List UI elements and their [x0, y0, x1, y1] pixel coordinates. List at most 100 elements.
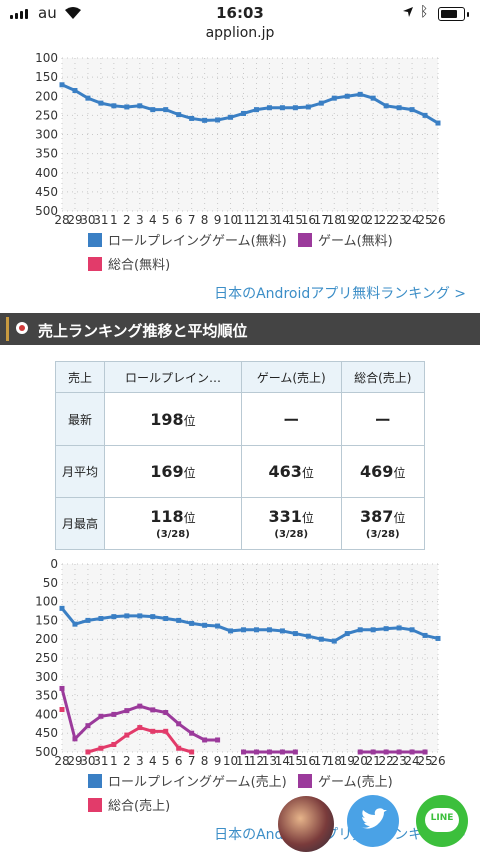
x-tick-label: 21	[366, 213, 381, 227]
data-point	[72, 736, 78, 742]
data-point	[409, 627, 415, 633]
plot-area	[62, 564, 438, 752]
data-point	[85, 749, 91, 755]
x-tick-label: 3	[136, 213, 144, 227]
rank-cell: 198位	[104, 392, 242, 446]
rank-cell: ー	[240, 392, 342, 446]
x-tick-label: 28	[54, 213, 69, 227]
x-tick-label: 23	[391, 213, 406, 227]
twitter-icon	[361, 808, 387, 829]
legend-label: 総合(売上)	[108, 798, 170, 814]
data-point	[163, 107, 169, 113]
battery-icon	[438, 7, 469, 21]
y-tick-label: 100	[35, 595, 58, 609]
legend-label: ロールプレイングゲーム(無料)	[108, 234, 287, 249]
x-tick-label: 26	[430, 754, 445, 768]
row-label: 最新	[55, 392, 105, 446]
x-tick-label: 13	[262, 213, 277, 227]
data-point	[409, 107, 415, 113]
x-tick-label: 30	[80, 213, 95, 227]
twitter-button[interactable]	[347, 795, 399, 847]
url-bar[interactable]: applion.jp	[205, 25, 275, 41]
y-tick-label: 250	[35, 651, 58, 665]
x-tick-label: 31	[93, 754, 108, 768]
legend-label: 総合(無料)	[108, 258, 170, 273]
data-point	[279, 105, 285, 111]
data-point	[137, 613, 143, 619]
x-tick-label: 8	[201, 213, 209, 227]
data-point	[111, 614, 117, 620]
data-point	[189, 749, 195, 755]
data-point	[72, 88, 78, 94]
x-tick-label: 17	[314, 754, 329, 768]
x-tick-label: 26	[430, 213, 445, 227]
data-point	[435, 635, 441, 641]
bluetooth-icon: ᛒ	[420, 4, 429, 20]
rank-cell: 463位	[240, 445, 342, 498]
data-point	[357, 749, 363, 755]
col-header-game: ゲーム(売上)	[240, 361, 342, 393]
data-point	[59, 685, 65, 691]
data-point	[279, 749, 285, 755]
data-point	[150, 728, 156, 734]
data-point	[163, 616, 169, 622]
line-share-button[interactable]: LINE	[416, 795, 468, 847]
data-point	[85, 95, 91, 101]
data-point	[215, 117, 221, 123]
x-tick-label: 20	[353, 754, 368, 768]
y-tick-label: 350	[35, 147, 58, 161]
data-point	[98, 616, 104, 622]
y-tick-label: 400	[35, 166, 58, 180]
plot-area	[62, 58, 438, 211]
x-tick-label: 24	[404, 213, 419, 227]
y-tick-label: 150	[35, 70, 58, 84]
data-point	[383, 103, 389, 109]
free-ranking-link[interactable]: 日本のAndroidアプリ無料ランキング >	[214, 286, 466, 302]
data-point	[241, 110, 247, 116]
rank-cell: 118位 (3/28)	[104, 497, 242, 550]
y-tick-label: 450	[35, 185, 58, 199]
x-tick-label: 11	[236, 213, 251, 227]
data-point	[305, 104, 311, 110]
data-point	[344, 93, 350, 99]
data-point	[150, 107, 156, 113]
data-point	[215, 737, 221, 743]
legend-label: ゲーム(無料)	[318, 234, 393, 249]
data-point	[137, 703, 143, 709]
data-point	[137, 103, 143, 109]
x-tick-label: 29	[67, 213, 82, 227]
section-accent	[6, 317, 9, 341]
x-tick-label: 20	[353, 213, 368, 227]
data-point	[228, 628, 234, 634]
x-tick-label: 8	[201, 754, 209, 768]
legend-swatch	[88, 798, 102, 812]
data-point	[189, 730, 195, 736]
x-tick-label: 14	[275, 213, 290, 227]
data-point	[370, 95, 376, 101]
y-tick-label: 250	[35, 108, 58, 122]
x-tick-label: 3	[136, 754, 144, 768]
data-point	[59, 82, 65, 88]
x-tick-label: 5	[162, 754, 170, 768]
rank-cell: 169位	[104, 445, 242, 498]
data-point	[253, 107, 259, 113]
legend-swatch	[298, 774, 312, 788]
data-point	[396, 749, 402, 755]
table-row: 最新 198位 ー ー	[55, 392, 425, 446]
avatar[interactable]	[278, 796, 334, 852]
data-point	[344, 631, 350, 637]
data-point	[331, 95, 337, 101]
data-point	[266, 749, 272, 755]
x-tick-label: 12	[249, 754, 264, 768]
data-point	[318, 100, 324, 106]
data-point	[266, 105, 272, 111]
data-point	[85, 723, 91, 729]
data-point	[59, 605, 65, 611]
x-tick-label: 4	[149, 754, 157, 768]
y-tick-label: 150	[35, 613, 58, 627]
location-icon	[403, 7, 413, 17]
x-tick-label: 24	[404, 754, 419, 768]
sales-ranking-link[interactable]: 日本のAndroidアプリ売上ランキング >	[214, 827, 466, 843]
x-tick-label: 14	[275, 754, 290, 768]
